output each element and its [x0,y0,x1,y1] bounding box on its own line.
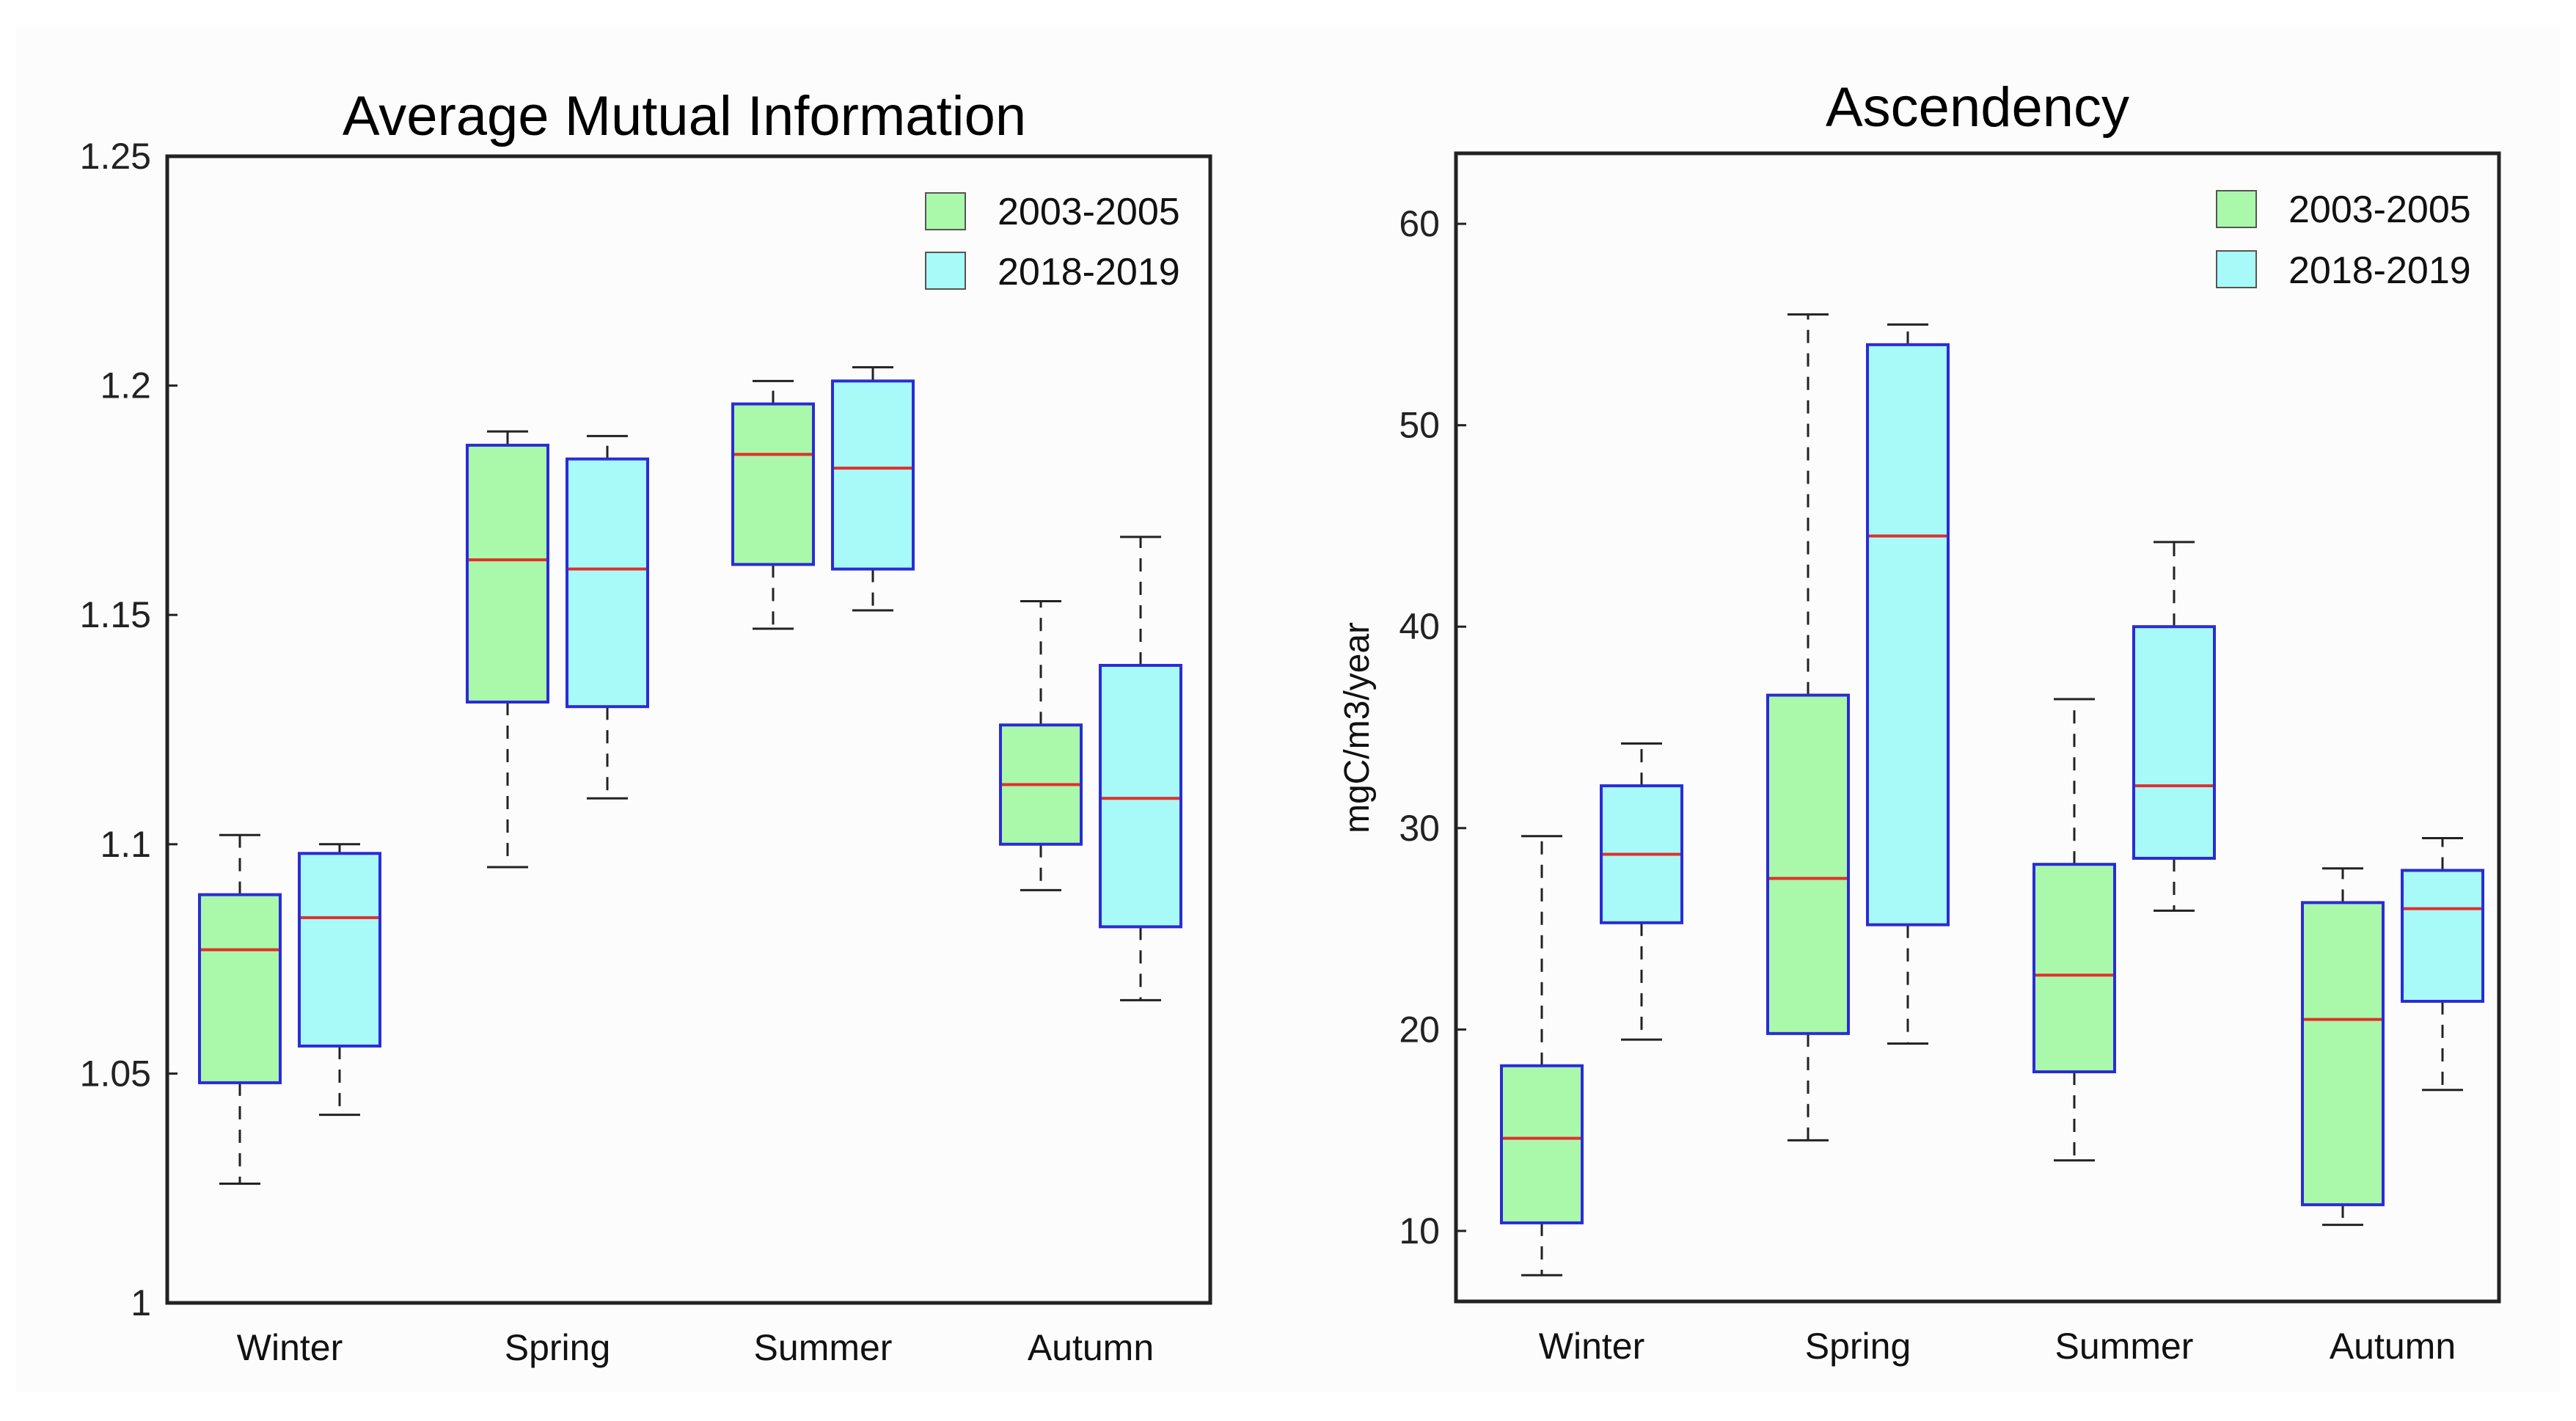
y-tick-label: 1.1 [100,824,151,865]
y-tick: 40 [1399,606,1466,647]
box-2003-2005-autumn [2301,867,2385,1227]
iqr-box [2132,625,2216,860]
panel-average-mutual-information: Average Mutual Information 11.051.11.151… [80,85,1212,1368]
legend: 2003-2005 2018-2019 [925,191,1180,293]
iqr-box [1866,343,1950,927]
box-2018-2019-summer [831,366,915,612]
y-axis-ticks: 1 1.05 1.1 1.15 1.2 1.25 [80,136,178,1323]
iqr-box [2301,901,2385,1207]
box-2003-2005-winter [1500,835,1584,1276]
iqr-box [731,402,815,566]
y-tick: 1.15 [80,594,178,635]
y-tick-label: 40 [1399,606,1440,647]
x-category-label: Summer [754,1327,893,1368]
x-category-label: Spring [505,1327,611,1368]
iqr-box [2401,869,2484,1003]
box-2018-2019-winter [298,843,381,1117]
y-axis-ticks: 10 20 30 40 50 60 [1399,203,1466,1252]
iqr-box [1099,663,1182,929]
box-2018-2019-autumn [2401,837,2484,1092]
box-2018-2019-spring [1866,323,1950,1045]
legend-swatch-2003-2005 [925,192,966,230]
box-2003-2005-summer [2032,698,2116,1162]
box-2003-2005-spring [466,430,549,869]
iqr-box [1766,693,1850,1035]
legend-swatch-2003-2005 [2216,190,2257,228]
legend-swatch-2018-2019 [925,252,966,290]
legend-label-2003-2005: 2003-2005 [2288,189,2471,231]
y-tick: 1 [131,1282,178,1323]
legend: 2003-2005 2018-2019 [2216,189,2471,292]
iqr-box [1500,1064,1584,1224]
y-tick-label: 1 [131,1282,151,1323]
y-tick: 1.2 [100,365,178,406]
x-category-label: Spring [1805,1326,1911,1367]
x-category-label: Autumn [1028,1327,1154,1368]
box-2003-2005-winter [198,833,282,1185]
iqr-box [298,852,381,1048]
box-2003-2005-spring [1766,313,1850,1141]
y-tick-label: 1.15 [80,594,151,635]
y-tick: 1.25 [80,136,178,177]
box-2018-2019-autumn [1099,536,1182,1001]
box-2018-2019-spring [566,434,649,800]
y-tick: 30 [1399,808,1466,849]
y-tick-label: 30 [1399,808,1440,849]
plot-frame [165,154,1212,1305]
y-tick-label: 60 [1399,203,1440,244]
x-axis-categories: Winter Spring Summer Autumn [1539,1326,2456,1367]
iqr-box [198,893,282,1084]
x-category-label: Autumn [2330,1326,2456,1367]
x-category-label: Winter [237,1327,343,1368]
legend-label-2018-2019: 2018-2019 [998,251,1180,293]
y-tick-label: 20 [1399,1009,1440,1050]
legend-swatch-2018-2019 [2216,250,2257,288]
y-tick-label: 50 [1399,405,1440,446]
y-tick: 20 [1399,1009,1466,1050]
boxes-layer [1500,313,2484,1276]
y-tick: 1.05 [80,1053,178,1094]
legend-label-2003-2005: 2003-2005 [998,191,1180,233]
y-tick-label: 1.05 [80,1053,151,1094]
legend-label-2018-2019: 2018-2019 [2288,249,2471,292]
x-category-label: Winter [1539,1326,1644,1367]
box-2018-2019-winter [1600,742,1683,1041]
x-category-label: Summer [2055,1326,2194,1367]
iqr-box [566,457,649,709]
y-tick-label: 1.25 [80,136,151,177]
y-tick: 50 [1399,405,1466,446]
y-tick-label: 1.2 [100,365,151,406]
panel-ascendency: Ascendency mgC/m3/year 10 20 30 40 50 60 Wint… [1338,76,2501,1367]
iqr-box [831,379,915,571]
y-tick: 1.1 [100,824,178,865]
plot-frame [1454,151,2501,1304]
boxes-layer [198,366,1182,1185]
y-tick: 10 [1399,1210,1466,1252]
iqr-box [466,443,549,704]
y-axis-label: mgC/m3/year [1338,622,1377,833]
panel-title: Ascendency [1826,76,2129,139]
x-axis-categories: Winter Spring Summer Autumn [237,1327,1154,1368]
y-tick-label: 10 [1399,1210,1440,1252]
y-tick: 60 [1399,203,1466,244]
box-2003-2005-autumn [999,599,1083,891]
panel-title: Average Mutual Information [343,85,1026,147]
iqr-box [2032,863,2116,1074]
box-2018-2019-summer [2132,541,2216,912]
box-2003-2005-summer [731,379,815,630]
